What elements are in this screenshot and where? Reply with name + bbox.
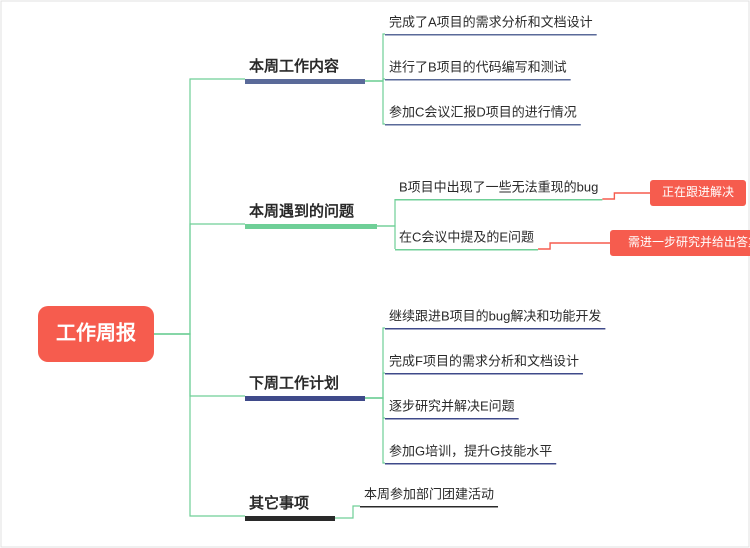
leaf-label: 本周参加部门团建活动 [364,486,494,501]
branch-issues-label: 本周遇到的问题 [249,202,355,220]
branch-work-label: 本周工作内容 [249,57,339,75]
branch-plan-label: 下周工作计划 [249,374,339,392]
leaf-label: 完成F项目的需求分析和文档设计 [389,353,579,368]
leaf-label: 进行了B项目的代码编写和测试 [389,59,567,74]
leaf-label: 逐步研究并解决E问题 [389,398,515,413]
branch-other-label: 其它事项 [249,494,309,512]
leaf-label: 继续跟进B项目的bug解决和功能开发 [389,308,601,323]
leaf-label: 参加C会议汇报D项目的进行情况 [389,104,577,119]
leaf-label: 在C会议中提及的E问题 [399,229,534,244]
leaf-label: B项目中出现了一些无法重现的bug [399,179,598,194]
badge-label: 需进一步研究并给出答复 [628,234,750,249]
mindmap-canvas: 本周工作内容 完成了A项目的需求分析和文档设计进行了B项目的代码编写和测试参加C会… [0,0,750,548]
root-label: 工作周报 [56,320,136,344]
leaf-label: 完成了A项目的需求分析和文档设计 [389,14,593,29]
badge-label: 正在跟进解决 [662,185,734,199]
leaf-label: 参加G培训，提升G技能水平 [389,443,552,458]
